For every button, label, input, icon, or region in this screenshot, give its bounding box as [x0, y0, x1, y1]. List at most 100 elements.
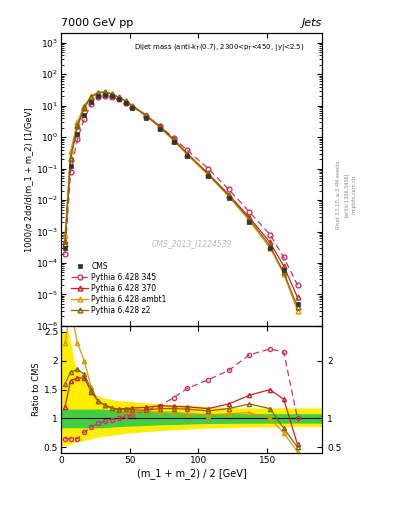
Pythia 6.428 370: [123, 98, 128, 104]
Pythia 6.428 345: [268, 231, 272, 238]
Y-axis label: 1000/σ 2dσ/d(m_1 + m_2) [1/GeV]: 1000/σ 2dσ/d(m_1 + m_2) [1/GeV]: [24, 108, 33, 252]
CMS: [226, 195, 231, 201]
Pythia 6.428 370: [95, 90, 100, 96]
Pythia 6.428 ambt1: [116, 95, 121, 101]
X-axis label: (m_1 + m_2) / 2 [GeV]: (m_1 + m_2) / 2 [GeV]: [137, 467, 246, 479]
Pythia 6.428 370: [63, 241, 68, 247]
Pythia 6.428 z2: [281, 269, 286, 275]
Pythia 6.428 ambt1: [158, 124, 162, 131]
CMS: [109, 93, 114, 99]
CMS: [158, 126, 162, 132]
CMS: [144, 115, 149, 121]
Pythia 6.428 345: [95, 94, 100, 100]
Pythia 6.428 ambt1: [89, 93, 94, 99]
Pythia 6.428 370: [103, 89, 107, 95]
Pythia 6.428 ambt1: [109, 91, 114, 97]
Pythia 6.428 ambt1: [226, 194, 231, 200]
Pythia 6.428 ambt1: [75, 119, 80, 125]
Pythia 6.428 345: [89, 101, 94, 108]
Pythia 6.428 345: [123, 99, 128, 105]
Pythia 6.428 ambt1: [247, 218, 252, 224]
CMS: [89, 99, 94, 105]
Pythia 6.428 370: [171, 136, 176, 142]
Line: Pythia 6.428 z2: Pythia 6.428 z2: [62, 90, 300, 309]
Line: Pythia 6.428 345: Pythia 6.428 345: [62, 93, 300, 287]
Pythia 6.428 ambt1: [103, 89, 107, 95]
Pythia 6.428 z2: [103, 89, 107, 95]
Pythia 6.428 345: [158, 123, 162, 130]
Pythia 6.428 ambt1: [171, 137, 176, 143]
Pythia 6.428 370: [247, 215, 252, 221]
Pythia 6.428 z2: [171, 137, 176, 143]
CMS: [95, 93, 100, 99]
Pythia 6.428 ambt1: [130, 103, 135, 110]
Pythia 6.428 ambt1: [63, 231, 68, 238]
Pythia 6.428 370: [75, 123, 80, 130]
Text: mcplots.cern.ch: mcplots.cern.ch: [352, 175, 357, 214]
Pythia 6.428 370: [158, 123, 162, 130]
CMS: [82, 112, 86, 118]
Pythia 6.428 z2: [95, 90, 100, 96]
Pythia 6.428 345: [206, 165, 210, 172]
Pythia 6.428 ambt1: [295, 308, 300, 314]
CMS: [185, 153, 190, 159]
Pythia 6.428 z2: [75, 122, 80, 128]
Pythia 6.428 z2: [82, 104, 86, 111]
Pythia 6.428 z2: [226, 193, 231, 199]
Pythia 6.428 370: [82, 105, 86, 111]
Pythia 6.428 ambt1: [185, 152, 190, 158]
Pythia 6.428 ambt1: [68, 148, 73, 155]
CMS: [281, 267, 286, 273]
Pythia 6.428 z2: [158, 124, 162, 130]
Pythia 6.428 ambt1: [268, 245, 272, 251]
CMS: [116, 96, 121, 102]
CMS: [247, 219, 252, 225]
Pythia 6.428 345: [63, 250, 68, 257]
CMS: [130, 105, 135, 111]
CMS: [206, 173, 210, 179]
Pythia 6.428 z2: [185, 151, 190, 157]
Pythia 6.428 z2: [130, 103, 135, 109]
Pythia 6.428 z2: [295, 304, 300, 310]
Pythia 6.428 z2: [247, 216, 252, 222]
CMS: [295, 301, 300, 307]
CMS: [75, 131, 80, 137]
Pythia 6.428 z2: [63, 238, 68, 244]
CMS: [63, 245, 68, 251]
Pythia 6.428 345: [75, 136, 80, 142]
Line: CMS: CMS: [62, 93, 300, 306]
Pythia 6.428 345: [281, 254, 286, 261]
Pythia 6.428 345: [226, 186, 231, 193]
Pythia 6.428 370: [206, 170, 210, 177]
Pythia 6.428 z2: [68, 155, 73, 161]
Pythia 6.428 370: [185, 151, 190, 157]
Pythia 6.428 ambt1: [144, 113, 149, 119]
Pythia 6.428 370: [144, 112, 149, 118]
CMS: [103, 92, 107, 98]
Pythia 6.428 z2: [89, 94, 94, 100]
Pythia 6.428 370: [281, 263, 286, 269]
CMS: [268, 245, 272, 251]
Pythia 6.428 370: [109, 91, 114, 97]
Pythia 6.428 370: [268, 239, 272, 245]
Pythia 6.428 345: [295, 282, 300, 288]
Pythia 6.428 370: [89, 94, 94, 100]
Legend: CMS, Pythia 6.428 345, Pythia 6.428 370, Pythia 6.428 ambt1, Pythia 6.428 z2: CMS, Pythia 6.428 345, Pythia 6.428 370,…: [70, 261, 168, 316]
Pythia 6.428 370: [68, 156, 73, 162]
Line: Pythia 6.428 370: Pythia 6.428 370: [62, 90, 300, 300]
Pythia 6.428 345: [247, 209, 252, 215]
Pythia 6.428 345: [185, 147, 190, 154]
Pythia 6.428 345: [144, 113, 149, 119]
Pythia 6.428 ambt1: [95, 90, 100, 96]
Text: Jets: Jets: [302, 18, 322, 28]
Text: [arXiv:1306.3436]: [arXiv:1306.3436]: [344, 173, 349, 217]
Pythia 6.428 345: [103, 93, 107, 99]
Pythia 6.428 z2: [206, 171, 210, 177]
Pythia 6.428 z2: [109, 91, 114, 97]
Pythia 6.428 370: [295, 294, 300, 301]
Text: Dijet mass (anti-k$_T$(0.7), 2300<p$_T$<450, |y|<2.5): Dijet mass (anti-k$_T$(0.7), 2300<p$_T$<…: [134, 42, 305, 53]
Line: Pythia 6.428 ambt1: Pythia 6.428 ambt1: [62, 90, 300, 313]
Text: 7000 GeV pp: 7000 GeV pp: [61, 18, 133, 28]
CMS: [68, 163, 73, 169]
Pythia 6.428 370: [116, 94, 121, 100]
